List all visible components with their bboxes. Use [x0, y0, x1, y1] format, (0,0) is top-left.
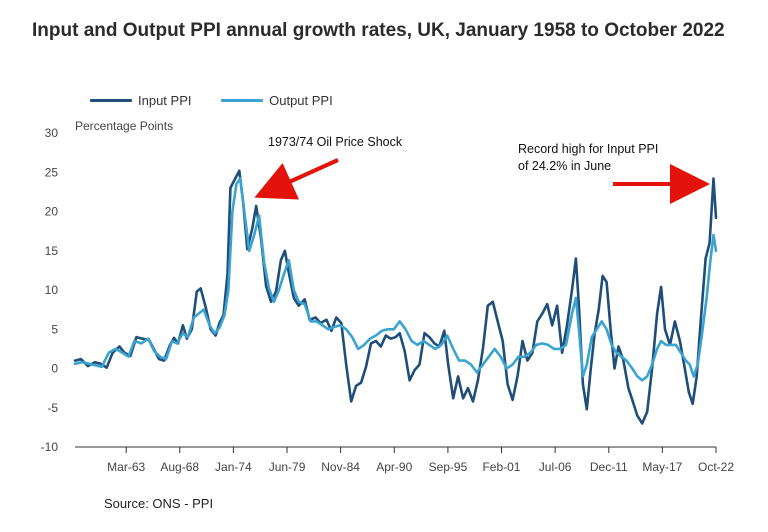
y-tick-label: 5 [51, 322, 58, 336]
x-tick-label: Mar-63 [107, 460, 145, 474]
x-tick-label: Apr-90 [376, 460, 412, 474]
legend: Input PPI Output PPI [90, 90, 359, 108]
legend-swatch-input [90, 99, 132, 102]
x-axis: Mar-63 Aug-68 Jan-74 Jun-79 Nov-84 Apr-90 Sep-… [75, 446, 734, 474]
y-tick-label: 20 [45, 205, 59, 219]
y-tick-label: 15 [45, 244, 59, 258]
x-tick-label: Nov-84 [321, 460, 360, 474]
y-tick-label: 25 [45, 165, 59, 179]
y-tick-label: -10 [41, 440, 59, 454]
x-tick-label: Sep-95 [429, 460, 468, 474]
y-tick-label: 30 [45, 126, 59, 140]
x-tick-label: Jul-06 [539, 460, 572, 474]
source-note: Source: ONS - PPI [104, 496, 214, 511]
series-lines [73, 169, 718, 425]
legend-label-output: Output PPI [269, 93, 333, 108]
legend-label-input: Input PPI [138, 93, 192, 108]
series-line-input-ppi[interactable] [73, 169, 718, 425]
y-tick-label: -5 [47, 401, 58, 415]
arrow-oil-shock [254, 158, 339, 200]
x-tick-label: Dec-11 [590, 460, 628, 474]
annotation-record-high-line2: of 24.2% in June [518, 159, 611, 173]
x-tick-label: Jan-74 [215, 460, 252, 474]
annotation-oil-shock: 1973/74 Oil Price Shock [268, 135, 403, 149]
annotation-record-high-line1: Record high for Input PPI [518, 142, 658, 156]
chart-title: Input and Output PPI annual growth rates… [32, 20, 725, 41]
x-tick-label: Feb-01 [482, 460, 520, 474]
y-tick-label: 0 [51, 362, 58, 376]
x-tick-label: Oct-22 [698, 460, 734, 474]
x-tick-label: May-17 [642, 460, 682, 474]
x-tick-label: Aug-68 [160, 460, 199, 474]
legend-swatch-output [221, 99, 264, 102]
legend-item-output[interactable]: Output PPI [221, 93, 333, 108]
x-tick-label: Jun-79 [269, 460, 306, 474]
y-axis-label: Percentage Points [75, 119, 173, 133]
legend-item-input[interactable]: Input PPI [90, 93, 191, 108]
y-tick-label: 10 [45, 283, 59, 297]
series-line-output-ppi[interactable] [73, 177, 718, 382]
y-axis: -10 -5 0 5 10 15 20 25 30 [41, 126, 59, 454]
